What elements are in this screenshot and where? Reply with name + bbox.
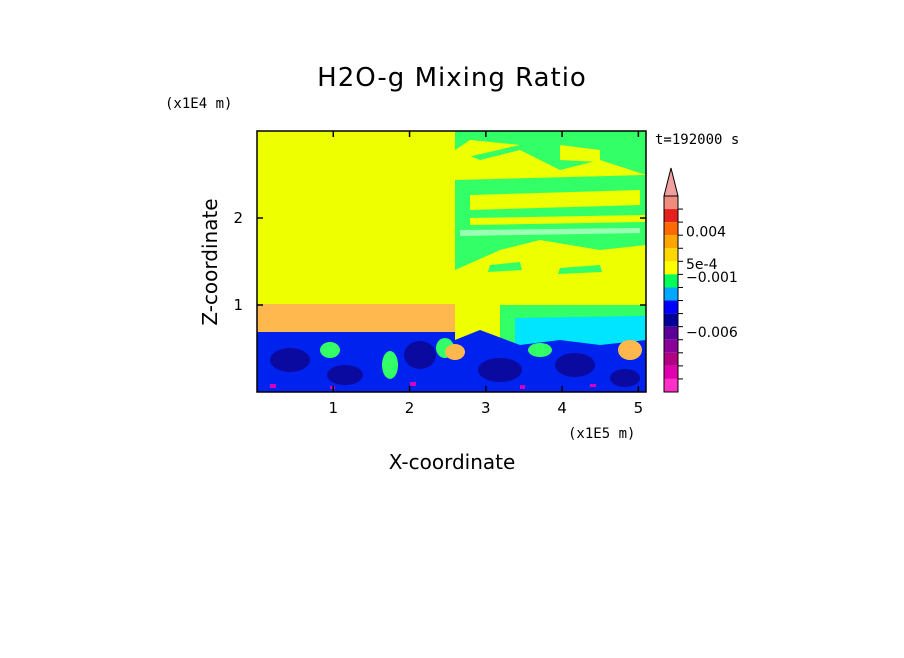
region-lower-cyan [515, 316, 646, 350]
colorbar-level [664, 222, 678, 236]
region-mid-orange-band [257, 304, 455, 332]
colorbar-level [664, 209, 678, 223]
y-axis: 12 [233, 209, 646, 314]
colorbar-tick-label: −0.001 [686, 270, 738, 286]
colorbar-level [664, 313, 678, 327]
region-bottom-magenta [270, 382, 596, 389]
colorbar-level [664, 274, 678, 288]
colorbar-level [664, 365, 678, 379]
colorbar-level [664, 235, 678, 249]
colorbar-tick-label: 0.004 [686, 224, 726, 240]
colorbar-level [664, 378, 678, 392]
colorbar-tick-label: −0.006 [686, 325, 738, 341]
colorbar-level [664, 300, 678, 314]
colorbar-level [664, 287, 678, 301]
y-tick-label: 2 [233, 209, 243, 227]
x-tick-label: 5 [634, 399, 644, 417]
colorbar-frame [663, 195, 679, 393]
x-tick-label: 3 [481, 399, 491, 417]
time-label: t=192000 s [655, 132, 739, 148]
y-tick-label: 1 [233, 296, 243, 314]
colorbar: 0.004 5e-4−0.001 −0.006 [663, 167, 738, 393]
x-axis-label: X-coordinate [389, 450, 516, 474]
colorbar-level [664, 352, 678, 366]
plot-area [257, 131, 646, 392]
y-scale-label: (x1E4 m) [165, 96, 232, 112]
colorbar-level [664, 248, 678, 262]
colorbar-level [664, 196, 678, 210]
colorbar-extend-arrow [663, 167, 679, 197]
colorbar-level [664, 339, 678, 353]
x-tick-label: 1 [329, 399, 339, 417]
y-axis-label: Z-coordinate [198, 198, 222, 325]
x-tick-label: 4 [557, 399, 567, 417]
x-tick-label: 2 [405, 399, 415, 417]
colorbar-level [664, 326, 678, 340]
colorbar-tick-label: 5e-4 [686, 257, 718, 273]
x-scale-label: (x1E5 m) [568, 426, 635, 442]
colorbar-level [664, 261, 678, 275]
region-lower-darkblue [270, 341, 640, 387]
chart-title: H2O-g Mixing Ratio [317, 63, 587, 93]
plot-frame [256, 130, 647, 393]
region-right-upper-green-bands [455, 131, 646, 300]
x-axis: 1 2 3 4 5 [329, 131, 644, 417]
